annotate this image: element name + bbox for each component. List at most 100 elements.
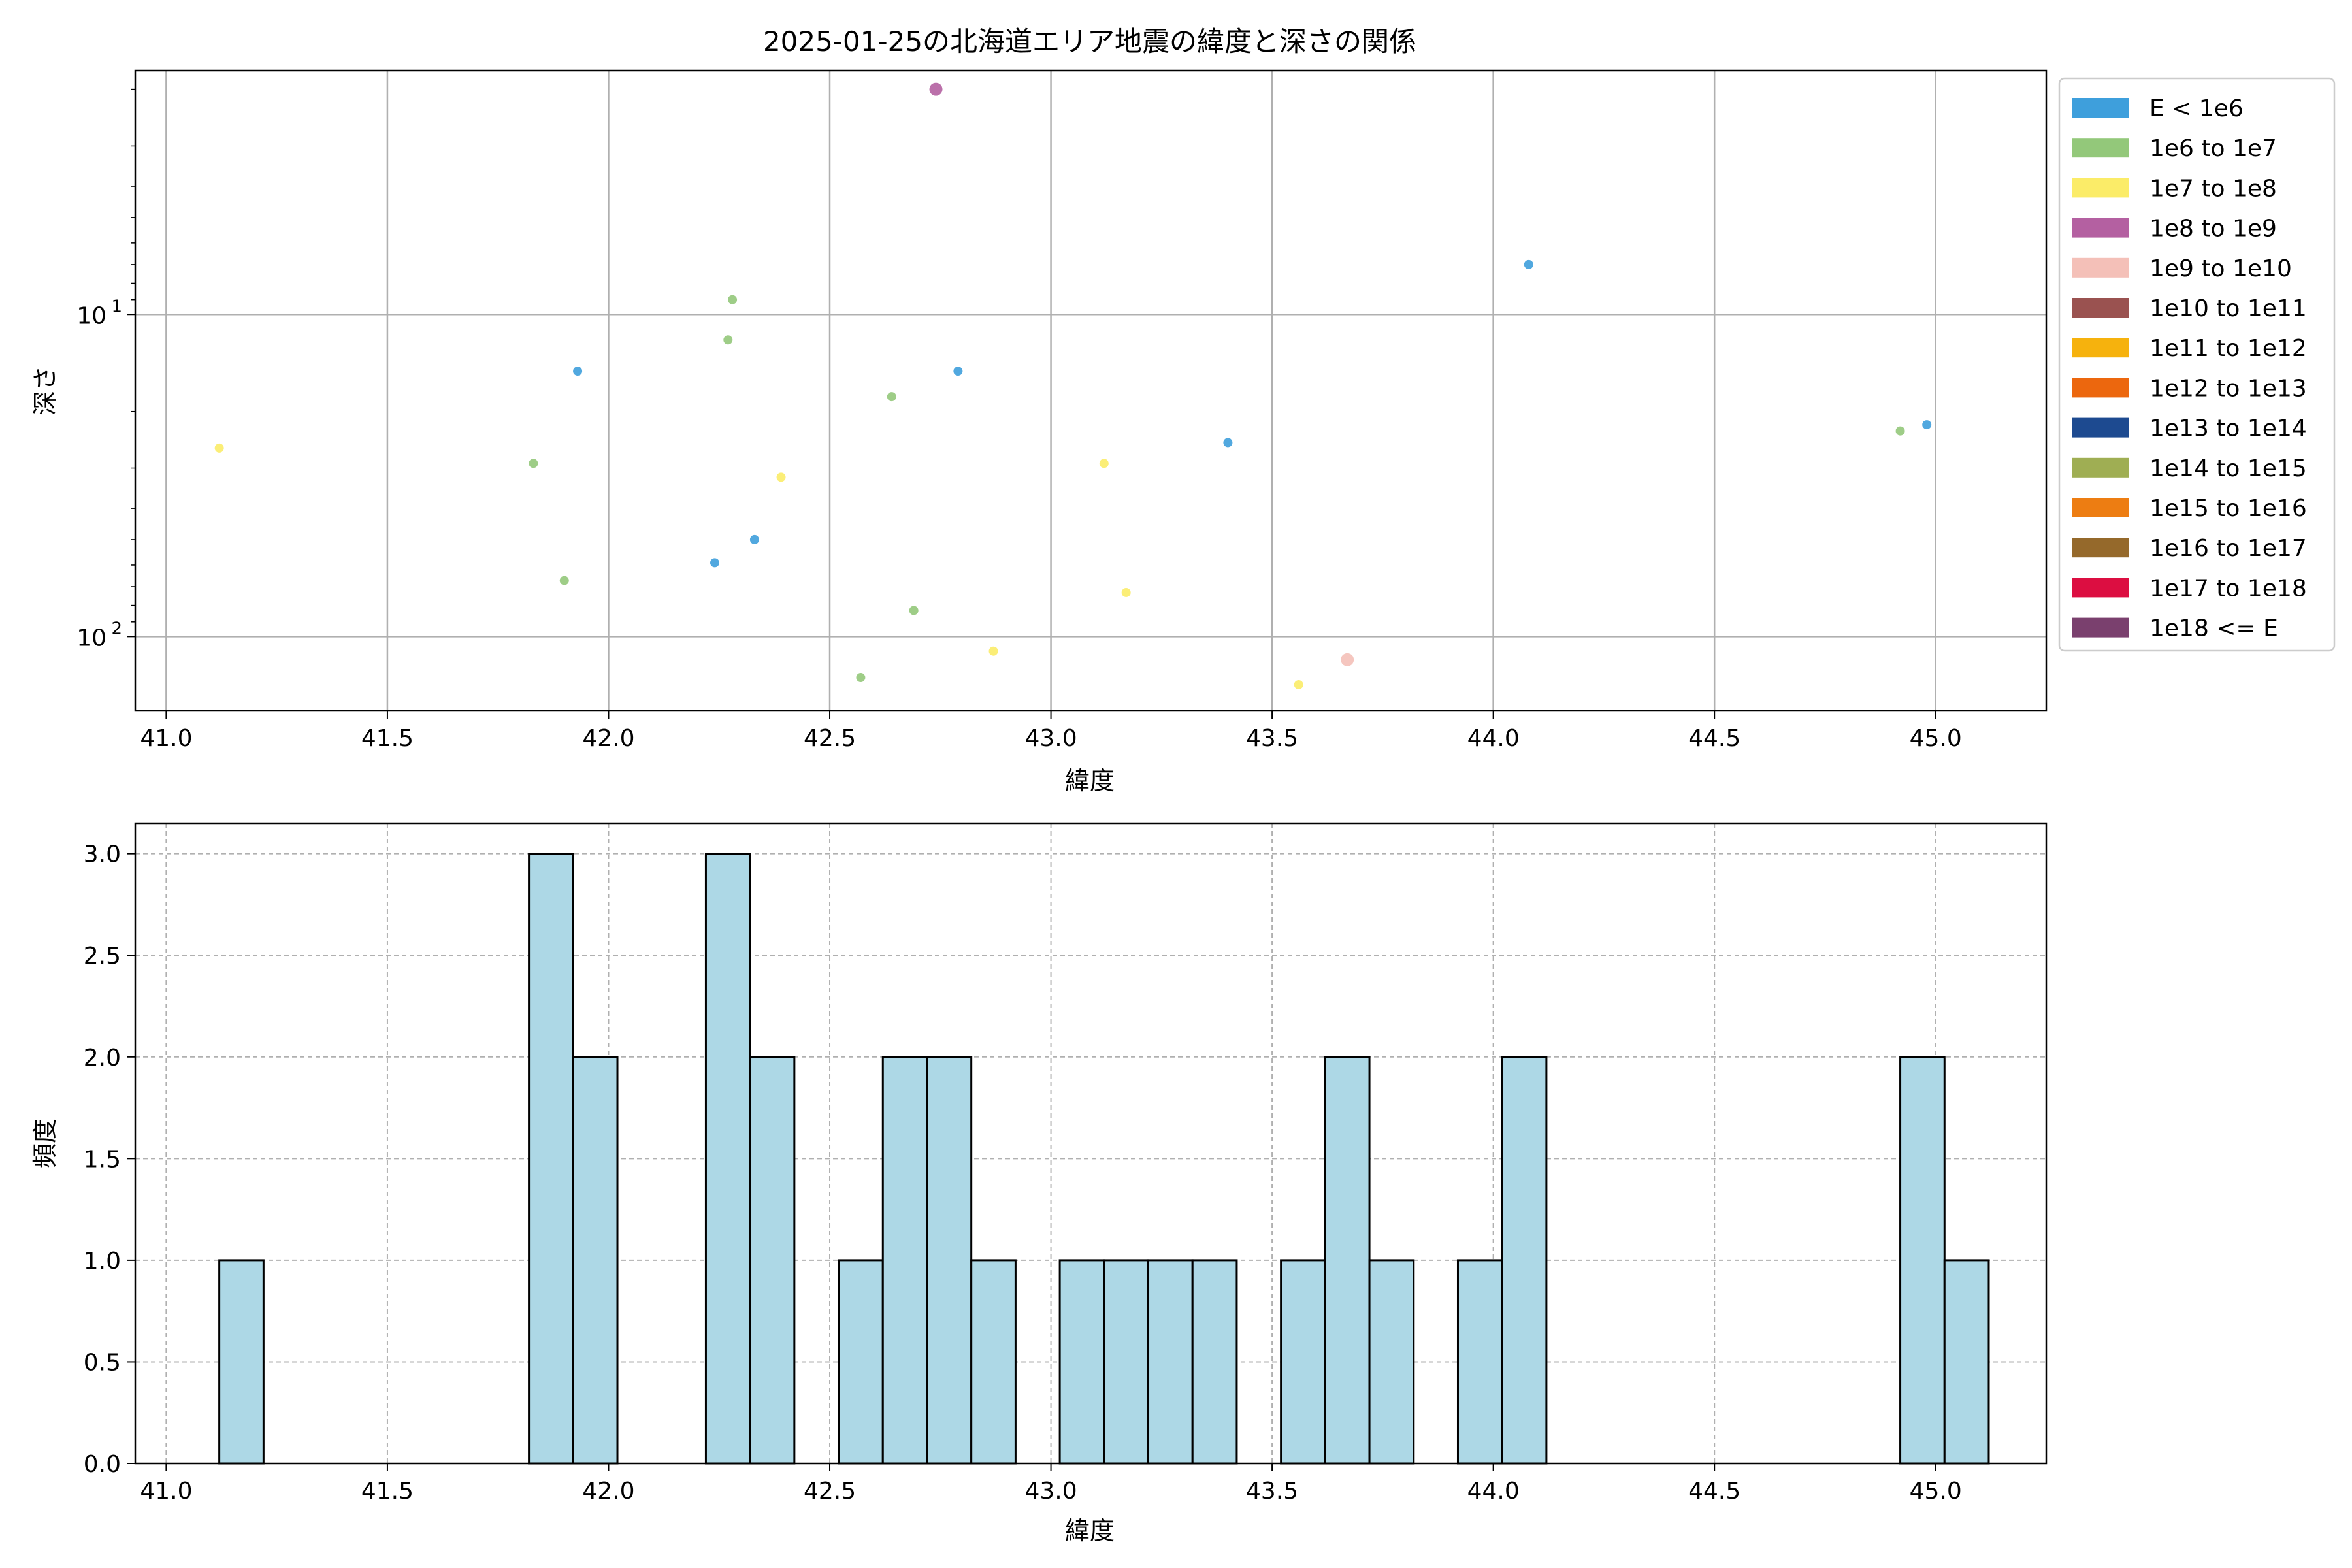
- scatter-point: [1099, 459, 1109, 468]
- histogram-bar: [1058, 1259, 1105, 1465]
- legend-swatch: [2072, 617, 2129, 638]
- scatter-point: [710, 558, 719, 568]
- histogram-panel: 41.0 41.5 42.0 42.5 43.0 43.5 44.0 44.5 45.0 0.0…: [31, 822, 2048, 1545]
- scatter-point: [1341, 653, 1354, 666]
- scatter-point: [749, 534, 759, 544]
- histogram-bars: [218, 853, 1990, 1465]
- legend-entry-label: 1e9 to 1e10: [2149, 255, 2292, 282]
- histogram-y-tick-label: 1.5: [84, 1146, 121, 1173]
- legend-swatch: [2072, 498, 2129, 517]
- scatter-point: [1922, 420, 1932, 430]
- scatter-point: [929, 82, 943, 96]
- legend-swatch: [2072, 338, 2129, 358]
- scatter-point: [988, 646, 998, 656]
- histogram-bar: [1324, 1056, 1371, 1465]
- scatter-point: [559, 576, 569, 585]
- legend-entry-label: 1e12 to 1e13: [2149, 375, 2307, 402]
- legend-swatch: [2072, 578, 2129, 598]
- scatter-point: [723, 335, 733, 345]
- legend-swatch: [2072, 138, 2129, 158]
- histogram-x-tick-label: 42.5: [804, 1478, 856, 1505]
- histogram-y-ticks: 0.0 0.5 1.0 1.5 2.0 2.5 3.0: [84, 841, 135, 1478]
- scatter-point: [953, 367, 963, 376]
- legend-swatch: [2072, 457, 2129, 478]
- scatter-panel: 2025-01-25の北海道エリア地震の緯度と深さの関係 41.0 41.5 42.…: [31, 25, 2048, 795]
- scatter-title: 2025-01-25の北海道エリア地震の緯度と深さの関係: [763, 25, 1416, 57]
- histogram-frame: [134, 822, 2048, 1465]
- histogram-x-tick-label: 43.5: [1246, 1478, 1298, 1505]
- scatter-x-tick-label: 43.0: [1024, 725, 1077, 752]
- histogram-x-tick-label: 44.5: [1688, 1478, 1740, 1505]
- histogram-bar: [970, 1259, 1017, 1465]
- scatter-y-ticks: 10 1 10 2: [76, 88, 135, 651]
- legend-swatch: [2072, 378, 2129, 398]
- scatter-point: [909, 606, 919, 615]
- scatter-point: [887, 392, 896, 402]
- legend-entry-label: 1e11 to 1e12: [2149, 335, 2307, 362]
- histogram-y-tick-label: 2.5: [84, 943, 121, 970]
- histogram-bar: [881, 1056, 928, 1465]
- scatter-grid: [135, 71, 2046, 711]
- histogram-x-ticks: 41.0 41.5 42.0 42.5 43.0 43.5 44.0 44.5 45.0: [140, 1463, 1962, 1505]
- legend-entry-label: 1e14 to 1e15: [2149, 455, 2307, 482]
- histogram-bar: [528, 853, 574, 1465]
- histogram-bar: [1501, 1056, 1548, 1465]
- scatter-y-tick-label: 10: [76, 302, 106, 329]
- scatter-point: [573, 367, 583, 376]
- scatter-y-label: 深さ: [31, 366, 59, 416]
- histogram-x-tick-label: 45.0: [1910, 1478, 1962, 1505]
- histogram-bar: [572, 1056, 619, 1465]
- histogram-x-tick-label: 43.0: [1024, 1478, 1077, 1505]
- scatter-points: [214, 82, 1932, 689]
- histogram-bar: [1943, 1259, 1990, 1465]
- histogram-bar: [1103, 1259, 1150, 1465]
- legend-entry-label: 1e16 to 1e17: [2149, 535, 2307, 562]
- legend-swatch: [2072, 298, 2129, 318]
- scatter-point: [214, 443, 224, 453]
- histogram-y-tick-label: 3.0: [84, 841, 121, 868]
- scatter-point: [1223, 438, 1233, 448]
- legend-items: E < 1e6 1e6 to 1e7 1e7 to 1e8 1e8 to 1e9 1e9…: [2072, 95, 2307, 642]
- histogram-bar: [1280, 1259, 1326, 1465]
- scatter-x-label: 緯度: [1065, 766, 1115, 795]
- legend-entry-label: 1e10 to 1e11: [2149, 295, 2307, 322]
- scatter-point: [1524, 259, 1533, 269]
- histogram-x-tick-label: 41.0: [140, 1478, 192, 1505]
- scatter-x-tick-label: 45.0: [1910, 725, 1962, 752]
- scatter-x-tick-label: 41.5: [361, 725, 414, 752]
- scatter-x-tick-label: 42.5: [804, 725, 856, 752]
- histogram-y-tick-label: 2.0: [84, 1045, 121, 1071]
- histogram-bar: [1368, 1259, 1415, 1465]
- scatter-point: [529, 459, 538, 468]
- histogram-bar: [1147, 1259, 1194, 1465]
- legend: E < 1e6 1e6 to 1e7 1e7 to 1e8 1e8 to 1e9 1e9…: [2058, 77, 2336, 652]
- histogram-x-tick-label: 44.0: [1467, 1478, 1520, 1505]
- histogram-y-label: 頻度: [31, 1119, 59, 1168]
- scatter-point: [776, 472, 786, 482]
- legend-swatch: [2072, 218, 2129, 238]
- histogram-bar: [749, 1056, 796, 1465]
- legend-box: [2058, 77, 2336, 652]
- histogram-y-tick-label: 1.0: [84, 1248, 121, 1275]
- histogram-bar: [1191, 1259, 1238, 1465]
- legend-entry-label: E < 1e6: [2149, 95, 2244, 122]
- scatter-point: [1895, 426, 1905, 436]
- legend-swatch: [2072, 98, 2129, 118]
- scatter-x-ticks: 41.0 41.5 42.0 42.5 43.0 43.5 44.0 44.5 45.0: [140, 711, 1962, 752]
- scatter-x-tick-label: 44.5: [1688, 725, 1740, 752]
- scatter-plot-area: [135, 71, 2046, 711]
- histogram-bar: [1456, 1259, 1503, 1465]
- legend-swatch: [2072, 417, 2129, 438]
- legend-entry-label: 1e17 to 1e18: [2149, 575, 2307, 602]
- legend-entry-label: 1e18 <= E: [2149, 615, 2278, 642]
- legend-entry-label: 1e6 to 1e7: [2149, 135, 2277, 162]
- scatter-x-tick-label: 44.0: [1467, 725, 1520, 752]
- scatter-x-tick-label: 41.0: [140, 725, 192, 752]
- legend-entry-label: 1e8 to 1e9: [2149, 216, 2277, 242]
- histogram-bar: [704, 853, 751, 1465]
- legend-swatch: [2072, 538, 2129, 558]
- scatter-frame: [134, 69, 2048, 712]
- histogram-x-label: 緯度: [1065, 1516, 1115, 1545]
- histogram-x-tick-label: 42.0: [582, 1478, 634, 1505]
